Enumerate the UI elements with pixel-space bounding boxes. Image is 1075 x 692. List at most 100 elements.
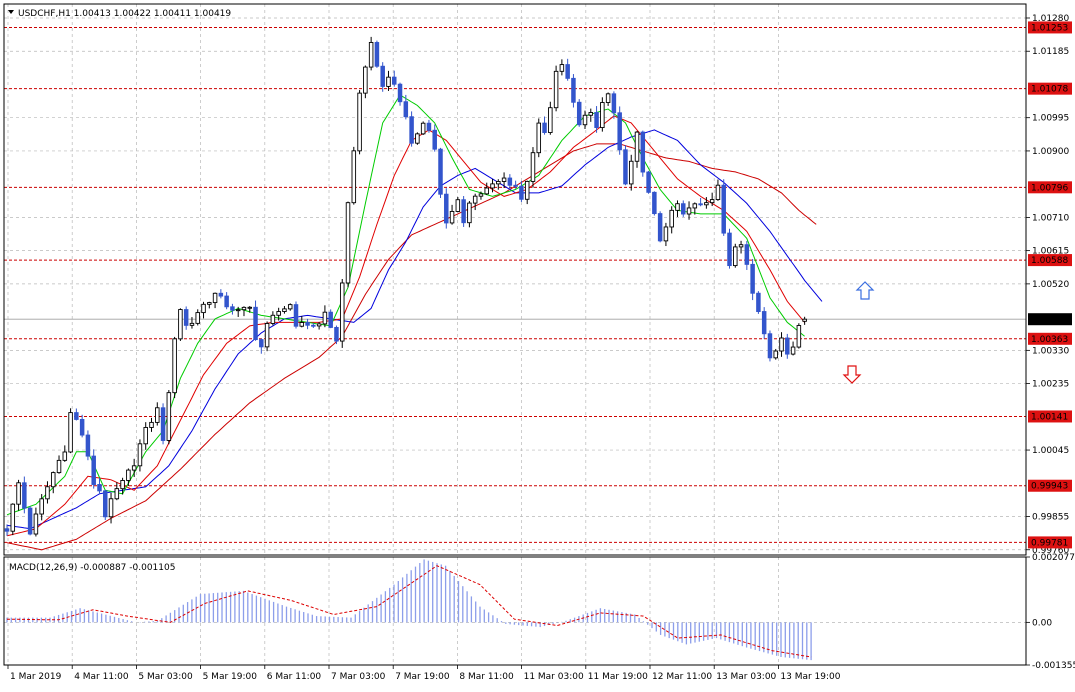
candle bbox=[172, 336, 177, 399]
candle-body bbox=[409, 116, 414, 144]
candle-body bbox=[126, 469, 131, 481]
time-label: 5 Mar 03:00 bbox=[138, 672, 193, 682]
candle bbox=[183, 306, 189, 330]
candle bbox=[409, 111, 414, 147]
candle-body bbox=[657, 213, 663, 242]
candle-body bbox=[623, 149, 628, 185]
candle-body bbox=[513, 184, 518, 187]
macd-caption: MACD(12,26,9) -0.000887 -0.001105 bbox=[9, 563, 175, 573]
candle bbox=[750, 258, 755, 301]
candle bbox=[617, 106, 622, 155]
candle bbox=[351, 146, 357, 205]
candle-body bbox=[692, 203, 698, 209]
candle-body bbox=[542, 122, 547, 133]
candle-body bbox=[686, 207, 692, 215]
candle bbox=[640, 130, 646, 177]
candle-body bbox=[576, 101, 582, 126]
candle bbox=[628, 154, 634, 191]
candle-body bbox=[588, 112, 594, 116]
candle-body bbox=[16, 482, 21, 505]
candle-body bbox=[750, 263, 755, 294]
candle bbox=[513, 180, 518, 189]
candle-body bbox=[496, 181, 501, 185]
candle bbox=[270, 311, 276, 326]
candle bbox=[681, 200, 686, 217]
candle bbox=[328, 309, 333, 329]
candle-body bbox=[796, 325, 802, 348]
candle bbox=[39, 494, 44, 521]
candle-body bbox=[201, 303, 206, 314]
candle bbox=[16, 479, 21, 511]
candle bbox=[588, 108, 594, 122]
candle-body bbox=[178, 309, 183, 340]
candle-body bbox=[45, 486, 50, 500]
candle bbox=[386, 70, 391, 91]
candle bbox=[345, 201, 351, 288]
candle bbox=[675, 200, 680, 217]
candle bbox=[218, 289, 224, 299]
candle-body bbox=[738, 244, 744, 248]
candle bbox=[189, 317, 195, 329]
candle-body bbox=[224, 295, 229, 308]
candle bbox=[374, 40, 380, 68]
candle bbox=[571, 74, 576, 108]
candle-body bbox=[230, 306, 235, 311]
candle bbox=[802, 316, 807, 325]
candle bbox=[264, 321, 270, 352]
candle-body bbox=[449, 210, 455, 224]
candle-body bbox=[461, 199, 466, 224]
candle-body bbox=[253, 306, 258, 341]
candle bbox=[692, 202, 698, 215]
candle bbox=[611, 91, 617, 119]
candle bbox=[276, 307, 281, 321]
candle-body bbox=[305, 322, 310, 326]
candle bbox=[10, 503, 16, 536]
candle-body bbox=[345, 202, 351, 284]
candle bbox=[507, 174, 513, 190]
candle bbox=[663, 222, 669, 247]
menu-triangle-icon[interactable] bbox=[8, 10, 14, 14]
candle bbox=[97, 478, 102, 495]
level-label-bg bbox=[1028, 181, 1072, 194]
candle-body bbox=[426, 122, 432, 131]
candle bbox=[339, 278, 345, 348]
candle-body bbox=[374, 42, 380, 67]
candle bbox=[756, 291, 761, 314]
candle bbox=[455, 197, 461, 213]
candle bbox=[207, 301, 212, 309]
candle-body bbox=[334, 326, 339, 342]
candle bbox=[623, 145, 628, 186]
candle bbox=[634, 130, 640, 168]
candle-body bbox=[617, 112, 622, 151]
candle-body bbox=[270, 314, 276, 324]
candle bbox=[704, 197, 709, 209]
candle bbox=[478, 191, 484, 200]
candle bbox=[4, 524, 10, 536]
candle-body bbox=[212, 292, 218, 304]
candle bbox=[224, 292, 229, 310]
candle bbox=[74, 408, 79, 421]
candle-body bbox=[501, 177, 507, 182]
candle bbox=[796, 323, 802, 349]
candle bbox=[287, 303, 293, 311]
candle bbox=[126, 468, 131, 486]
candle bbox=[253, 300, 258, 341]
candle-body bbox=[490, 183, 495, 189]
candle-body bbox=[438, 148, 443, 195]
candle bbox=[761, 307, 767, 339]
candle bbox=[715, 179, 721, 201]
candle bbox=[467, 200, 472, 228]
candle bbox=[472, 193, 478, 211]
candle bbox=[779, 332, 784, 357]
candle bbox=[669, 206, 674, 234]
candle bbox=[22, 476, 27, 514]
macd-signal-line bbox=[7, 565, 812, 658]
time-label: 5 Mar 19:00 bbox=[203, 672, 258, 682]
time-label: 7 Mar 19:00 bbox=[395, 672, 450, 682]
candle-body bbox=[582, 114, 588, 126]
candle bbox=[137, 439, 143, 472]
price-label: 1.00235 bbox=[1032, 380, 1069, 390]
candle bbox=[490, 179, 495, 193]
candle-body bbox=[790, 346, 796, 355]
